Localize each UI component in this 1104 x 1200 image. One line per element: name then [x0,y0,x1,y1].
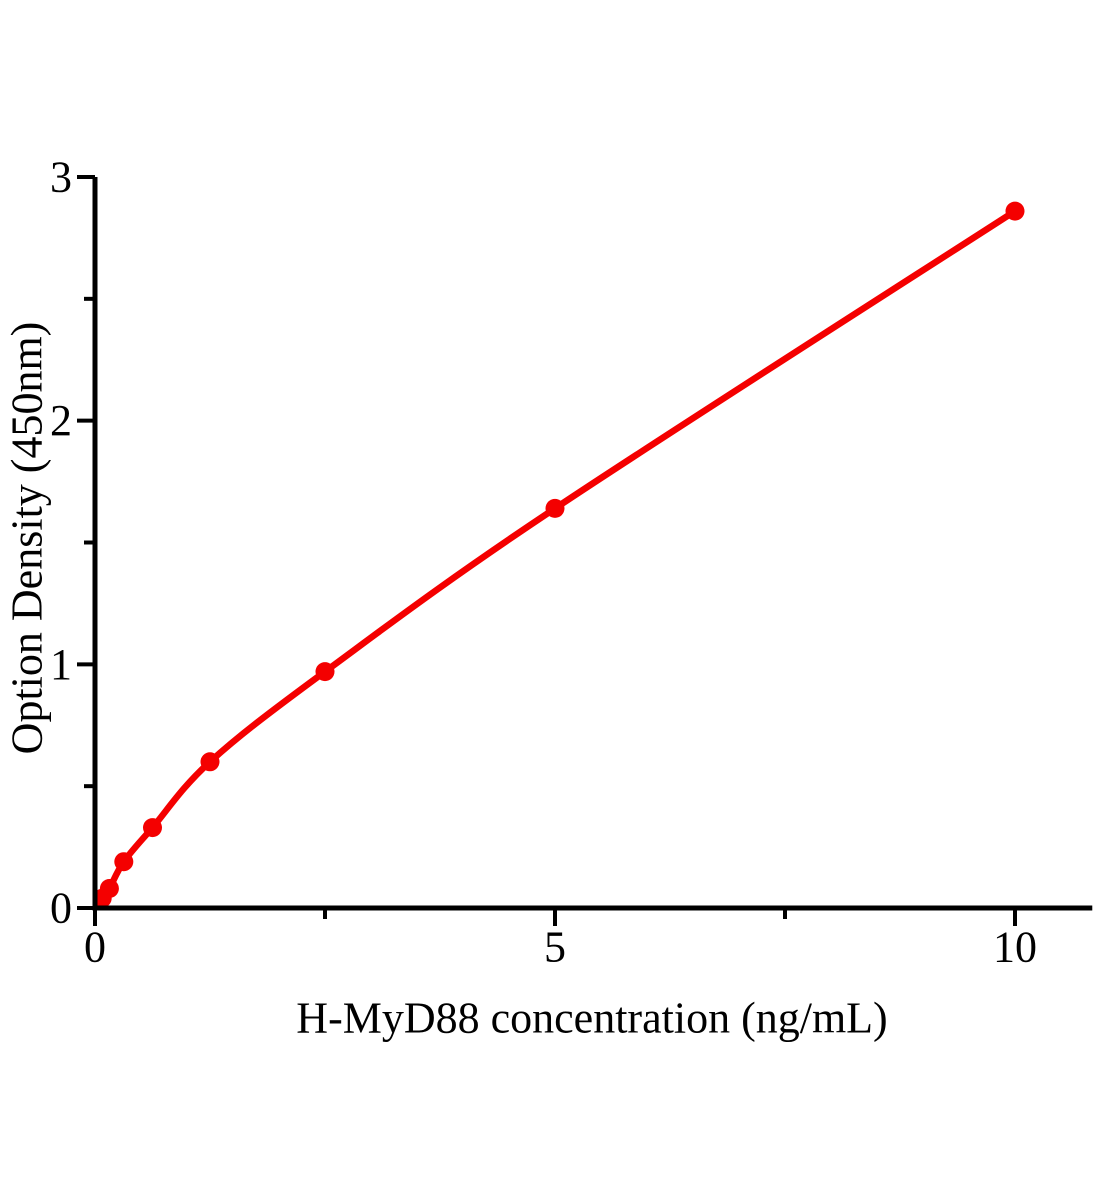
data-point [545,498,565,518]
x-tick-label: 5 [544,923,566,972]
x-tick-label: 10 [993,923,1037,972]
x-axis-title: H-MyD88 concentration (ng/mL) [296,994,887,1043]
y-tick-label: 0 [50,884,72,933]
x-tick-label: 0 [84,923,106,972]
y-tick-label: 1 [50,640,72,689]
data-point [315,662,335,682]
y-tick-label: 3 [50,153,72,202]
y-axis-title: Option Density (450nm) [3,322,52,755]
y-tick-label: 2 [50,396,72,445]
data-point [99,879,119,898]
data-point [1005,201,1025,221]
data-point [114,852,134,872]
data-point [143,818,162,838]
data-point [200,752,220,772]
tick-label-layer: 0 5 10 0 1 2 3 [50,153,1037,972]
axes-layer [77,175,1093,926]
series-layer [92,201,1025,910]
fitted-curve [92,208,1017,910]
